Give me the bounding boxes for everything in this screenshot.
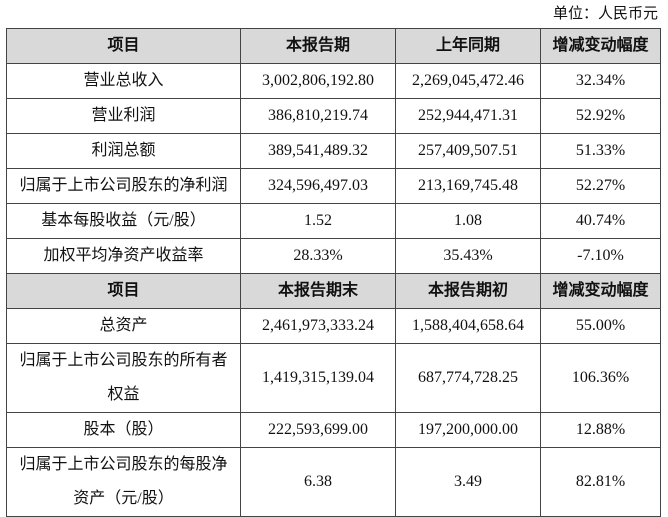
value-cell: 35.43%	[395, 238, 541, 274]
value-cell: 51.33%	[540, 133, 661, 169]
data-row: 股本（股） 222,593,699.00 197,200,000.00 12.88%	[6, 412, 661, 448]
value-cell: 257,409,507.51	[395, 133, 541, 169]
value-cell: 1,588,404,658.64	[395, 308, 541, 344]
data-row: 归属于上市公司股东的每股净资产（元/股） 6.38 3.49 82.81%	[6, 447, 661, 517]
value-cell: 386,810,219.74	[240, 98, 396, 134]
value-cell: 252,944,471.31	[395, 98, 541, 134]
value-cell: 197,200,000.00	[395, 412, 541, 448]
row-label: 股本（股）	[6, 412, 241, 448]
unit-note: 单位：人民币元	[552, 6, 658, 22]
value-cell: 213,169,745.48	[395, 168, 541, 204]
value-cell: 1.08	[395, 203, 541, 239]
value-cell: 12.88%	[540, 412, 661, 448]
value-cell: 222,593,699.00	[240, 412, 396, 448]
header-row: 项目 本报告期末 本报告期初 增减变动幅度	[6, 273, 661, 309]
data-row: 利润总额 389,541,489.32 257,409,507.51 51.33%	[6, 133, 661, 169]
value-cell: 52.92%	[540, 98, 661, 134]
value-cell: 3,002,806,192.80	[240, 63, 396, 99]
value-cell: 2,269,045,472.46	[395, 63, 541, 99]
value-cell: 6.38	[240, 447, 396, 517]
value-cell: 32.34%	[540, 63, 661, 99]
data-row: 基本每股收益（元/股） 1.52 1.08 40.74%	[6, 203, 661, 239]
header-cell: 项目	[6, 273, 241, 309]
header-cell: 增减变动幅度	[540, 273, 661, 309]
value-cell: 324,596,497.03	[240, 168, 396, 204]
row-label: 归属于上市公司股东的每股净资产（元/股）	[6, 447, 241, 517]
header-cell: 增减变动幅度	[540, 28, 661, 64]
value-cell: 52.27%	[540, 168, 661, 204]
value-cell: 55.00%	[540, 308, 661, 344]
row-label: 加权平均净资产收益率	[6, 238, 241, 274]
value-cell: 687,774,728.25	[395, 343, 541, 413]
row-label: 利润总额	[6, 133, 241, 169]
value-cell: 106.36%	[540, 343, 661, 413]
financial-table: 项目 本报告期 上年同期 增减变动幅度 营业总收入 3,002,806,192.80 2,2…	[6, 28, 661, 517]
row-label: 营业总收入	[6, 63, 241, 99]
row-label: 基本每股收益（元/股）	[6, 203, 241, 239]
value-cell: 389,541,489.32	[240, 133, 396, 169]
value-cell: -7.10%	[540, 238, 661, 274]
value-cell: 82.81%	[540, 447, 661, 517]
header-row: 项目 本报告期 上年同期 增减变动幅度	[6, 28, 661, 64]
value-cell: 2,461,973,333.24	[240, 308, 396, 344]
row-label: 归属于上市公司股东的所有者权益	[6, 343, 241, 413]
value-cell: 40.74%	[540, 203, 661, 239]
data-row: 加权平均净资产收益率 28.33% 35.43% -7.10%	[6, 238, 661, 274]
header-cell: 本报告期初	[395, 273, 541, 309]
header-cell: 本报告期末	[240, 273, 396, 309]
header-cell: 本报告期	[240, 28, 396, 64]
value-cell: 28.33%	[240, 238, 396, 274]
data-row: 归属于上市公司股东的所有者权益 1,419,315,139.04 687,774,7…	[6, 343, 661, 413]
header-cell: 项目	[6, 28, 241, 64]
data-row: 归属于上市公司股东的净利润 324,596,497.03 213,169,745.4…	[6, 168, 661, 204]
data-row: 营业利润 386,810,219.74 252,944,471.31 52.92%	[6, 98, 661, 134]
value-cell: 3.49	[395, 447, 541, 517]
value-cell: 1,419,315,139.04	[240, 343, 396, 413]
row-label: 营业利润	[6, 98, 241, 134]
row-label: 总资产	[6, 308, 241, 344]
row-label: 归属于上市公司股东的净利润	[6, 168, 241, 204]
data-row: 营业总收入 3,002,806,192.80 2,269,045,472.46 32.…	[6, 63, 661, 99]
data-row: 总资产 2,461,973,333.24 1,588,404,658.64 55.00…	[6, 308, 661, 344]
value-cell: 1.52	[240, 203, 396, 239]
header-cell: 上年同期	[395, 28, 541, 64]
